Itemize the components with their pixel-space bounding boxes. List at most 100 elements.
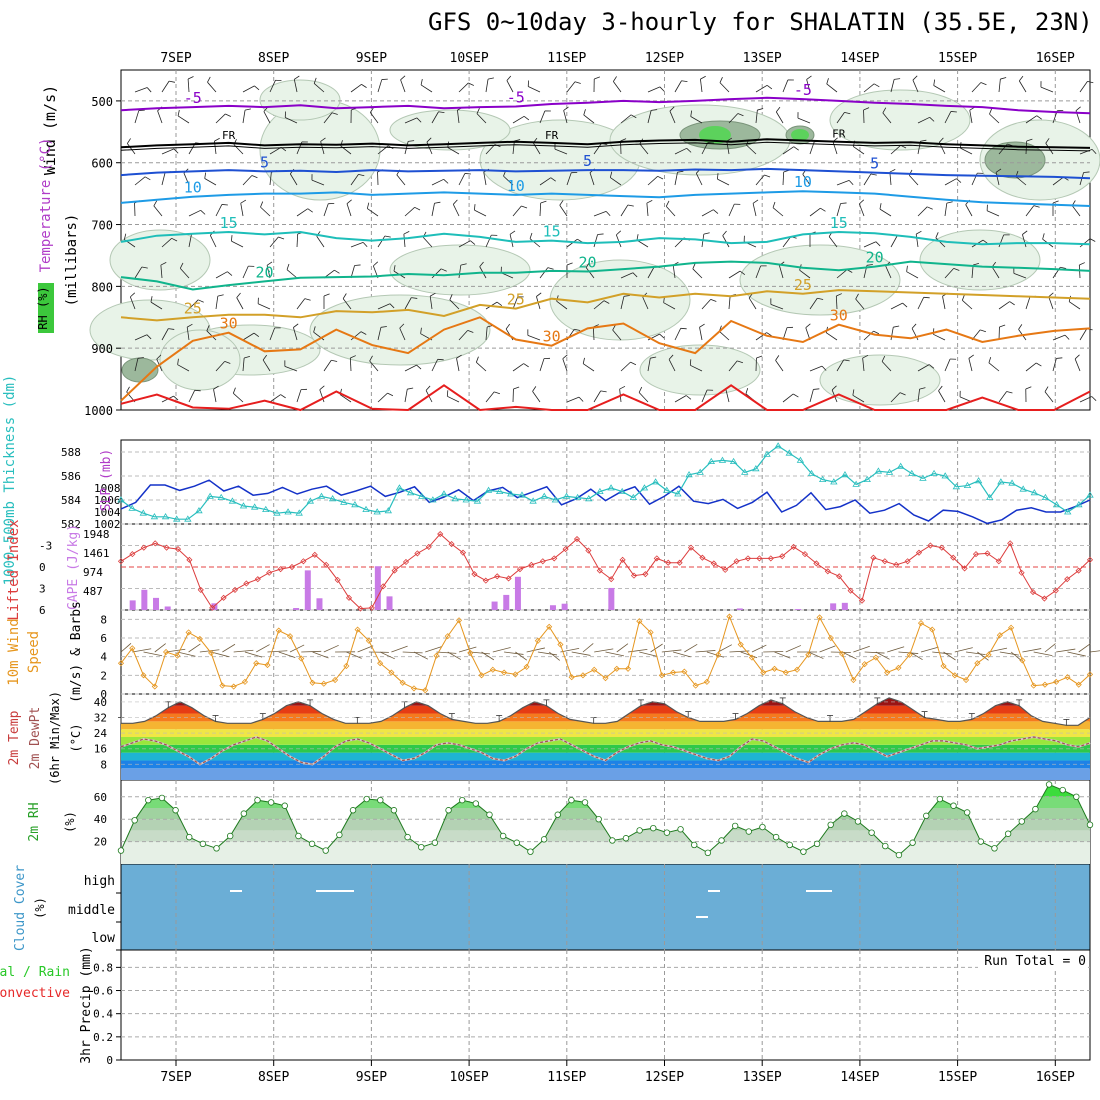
wind-barb-feather xyxy=(464,173,471,175)
wind-barb xyxy=(881,361,892,372)
wind-barb xyxy=(647,110,652,124)
thickness-marker xyxy=(963,481,972,489)
wind-speed-marker xyxy=(286,633,294,640)
wind-barb xyxy=(262,359,271,372)
wind-barb xyxy=(186,327,190,341)
wind-speed-marker xyxy=(512,671,519,678)
wind-speed-marker xyxy=(748,654,756,661)
rh-shade xyxy=(259,79,341,121)
wind-barb xyxy=(853,146,865,155)
lifted-index-marker xyxy=(402,558,410,566)
wind-barb xyxy=(188,390,196,403)
wind-barb xyxy=(269,327,276,341)
wind-barb-feather xyxy=(574,328,581,331)
wind-barb-feather xyxy=(479,261,484,267)
thickness-marker xyxy=(1064,508,1072,515)
wind-barb xyxy=(755,84,768,93)
pressure-axis-label: (millibars) xyxy=(64,214,80,307)
wind-barb-feather xyxy=(198,299,204,303)
wind-speed-marker xyxy=(185,629,192,636)
thickness-marker xyxy=(551,496,560,503)
thickness-marker xyxy=(172,515,181,522)
wind-barb xyxy=(129,296,136,310)
wind-speed-marker xyxy=(985,651,992,658)
thickness-marker xyxy=(874,467,883,474)
wind-barb-feather xyxy=(232,387,236,394)
wind-barb-feather xyxy=(168,328,175,330)
wind-barb xyxy=(512,115,525,124)
wind-barb xyxy=(377,79,383,93)
wind-barb-feather xyxy=(953,267,960,271)
wind-barb xyxy=(799,269,811,279)
wind-barb xyxy=(690,116,703,124)
wind-speed-marker xyxy=(839,650,846,657)
rh-marker xyxy=(254,796,261,804)
wind-speed-marker xyxy=(433,652,440,659)
thickness-marker xyxy=(596,487,604,495)
wind-barb xyxy=(1018,80,1027,93)
wind-barb-feather xyxy=(146,87,152,93)
wind-barb xyxy=(666,206,676,217)
thickness-marker xyxy=(607,484,615,491)
wind-barb xyxy=(404,117,418,124)
temp-band xyxy=(121,721,1090,730)
wind-barb xyxy=(620,204,629,217)
wind-barb-feather xyxy=(699,323,705,328)
wind-barb-feather xyxy=(173,395,179,401)
wind-barb xyxy=(1025,205,1035,217)
cape-tick-label: 974 xyxy=(83,566,103,579)
wind-barb xyxy=(639,143,649,155)
top-day-label: 9SEP xyxy=(356,51,387,66)
lifted-index-marker xyxy=(562,546,569,553)
rh-marker xyxy=(827,821,834,828)
thickness-marker xyxy=(741,468,749,475)
thickness-marker xyxy=(284,508,292,515)
wind-barb-feather xyxy=(453,199,458,205)
wind-barb-feather xyxy=(429,292,436,297)
cape-tick-label: 487 xyxy=(83,585,103,598)
wind-barb-feather xyxy=(144,176,151,181)
wind-barb xyxy=(933,333,946,341)
thickness-marker xyxy=(774,442,782,449)
rh-tick-label: 60 xyxy=(94,791,107,804)
wind-barb-feather xyxy=(294,75,300,80)
wind-barb-feather xyxy=(999,324,1006,328)
wind-barb xyxy=(755,265,762,279)
cape-bar xyxy=(386,596,393,610)
lifted-index-marker xyxy=(904,558,911,565)
surface-wind-barb xyxy=(481,651,495,661)
wind-barb xyxy=(323,359,332,372)
wind-barb-feather xyxy=(719,77,723,83)
wind-barb-feather xyxy=(346,199,352,204)
wind-barb xyxy=(431,268,442,279)
wind10-axis-label: 10m Wind xyxy=(6,618,22,685)
wind-barb xyxy=(809,297,818,310)
surface-wind-barb xyxy=(853,645,870,653)
wind-barb-feather xyxy=(1060,266,1067,269)
dewpoint-axis-label: 2m DewPt xyxy=(28,707,43,770)
surface-wind-barb xyxy=(808,651,824,659)
cape-bar xyxy=(129,600,136,610)
precip-convective-legend: Convective xyxy=(0,986,70,1001)
wind-barb xyxy=(206,330,217,341)
wind-barb-feather xyxy=(650,356,657,359)
wind-barb xyxy=(890,302,903,310)
thickness-marker xyxy=(807,469,816,477)
wind-speed-marker xyxy=(298,655,305,662)
wind-speed-marker xyxy=(410,685,418,692)
surface-wind-barb xyxy=(537,651,558,656)
wind-barb-feather xyxy=(821,365,827,371)
isotherm-label: 15 xyxy=(220,214,238,232)
rh-marker xyxy=(772,833,780,841)
wind-barb-feather xyxy=(266,261,273,266)
thickness-marker xyxy=(518,491,526,498)
surface-wind-barb xyxy=(977,651,989,661)
surface-wind-barb xyxy=(256,644,270,653)
wind-barb-feather xyxy=(160,262,167,266)
rh-marker xyxy=(404,833,411,841)
thickness-marker xyxy=(618,487,626,495)
wind-barb-feather xyxy=(168,80,176,83)
wind-speed-marker xyxy=(219,682,226,689)
wind-speed-marker xyxy=(737,641,744,648)
wind-barb xyxy=(674,147,687,155)
